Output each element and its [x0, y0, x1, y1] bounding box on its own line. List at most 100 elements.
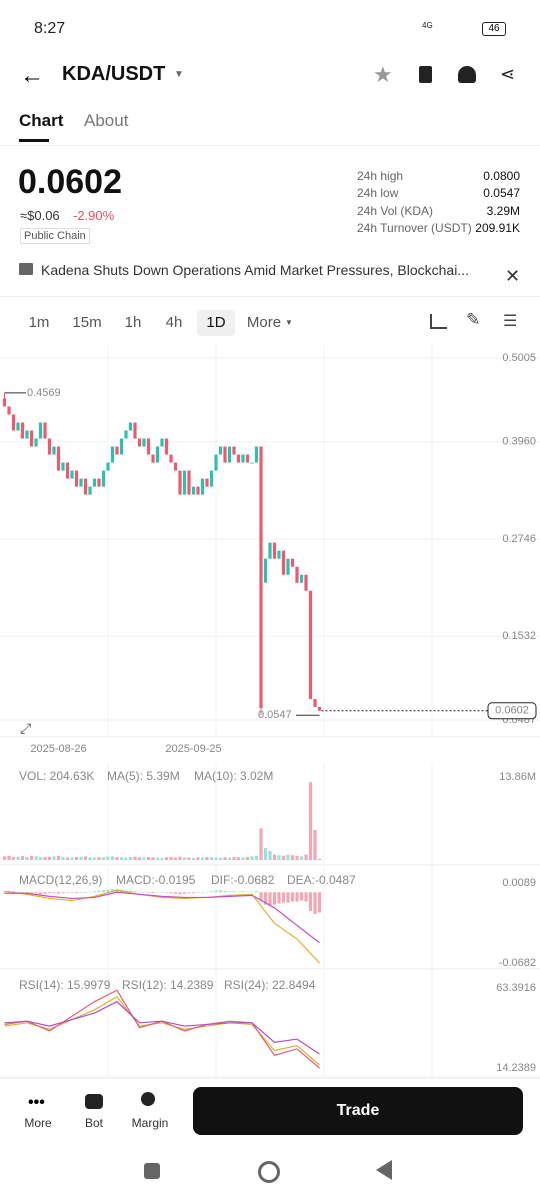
candle-body [70, 470, 74, 479]
legend-text: RSI(14): 15.9979 [19, 978, 111, 992]
stat-value: 209.91K [475, 221, 520, 235]
volume-bar [209, 857, 214, 860]
back-button[interactable]: ← [20, 62, 44, 89]
candle-body [290, 558, 295, 567]
volume-bar [227, 857, 232, 860]
macd-bar [254, 891, 259, 893]
candle-body [34, 438, 38, 447]
volume-bar [281, 855, 286, 860]
macd-bar [277, 892, 281, 904]
volume-bar [61, 857, 65, 860]
legend-text: MACD:-0.0195 [116, 873, 196, 887]
trade-button[interactable]: Trade [193, 1087, 523, 1135]
macd-bar [56, 892, 61, 894]
favorite-icon[interactable]: ★ [373, 62, 393, 87]
nav-more[interactable]: More [24, 1116, 52, 1130]
pair-title[interactable]: KDA/USDT [62, 63, 166, 85]
volume-bar [146, 857, 151, 860]
notes-icon[interactable] [419, 66, 432, 83]
macd-bar [187, 892, 191, 894]
margin-icon[interactable] [141, 1092, 155, 1106]
low-label: 0.0547 [258, 709, 292, 721]
stat-label: 24h high [357, 169, 404, 183]
macd-bar [155, 892, 160, 893]
candle-body [268, 542, 272, 559]
candle-body [286, 558, 290, 575]
divider [0, 145, 540, 146]
indicator-icon[interactable] [430, 314, 447, 329]
candle-body [263, 558, 268, 583]
macd-bar [61, 892, 65, 894]
rsi-line [4, 1000, 320, 1055]
pair-dropdown[interactable]: ▼ [174, 69, 184, 80]
rsi-line [4, 995, 320, 1066]
candle-body [223, 446, 227, 463]
candle-body [119, 438, 124, 455]
volume-bar [277, 855, 281, 860]
nav-bot[interactable]: Bot [84, 1116, 103, 1130]
macd-bar [133, 891, 137, 893]
volume-bar [317, 858, 322, 860]
candle-body [299, 574, 304, 583]
timeframe[interactable]: 1h [124, 314, 142, 331]
draw-icon[interactable]: ✎ [466, 310, 481, 329]
settings-icon[interactable]: ☰ [503, 313, 518, 330]
macd-bar [65, 892, 70, 893]
candle-body [151, 454, 155, 463]
close-news[interactable]: ✕ [505, 266, 521, 286]
macd-bar [128, 890, 133, 893]
bot-icon[interactable] [85, 1094, 103, 1109]
candle-body [97, 478, 101, 487]
alert-icon[interactable] [458, 66, 476, 83]
volume-bar [16, 856, 20, 860]
legend-text: MA(10): 3.02M [194, 769, 273, 783]
share-icon[interactable]: ⋖ [500, 64, 516, 84]
candle-body [106, 462, 110, 471]
volume-bar [290, 855, 295, 860]
macd-bar [74, 892, 79, 894]
macd-bar [227, 891, 232, 893]
macd-bar [209, 891, 214, 893]
timeframe-active[interactable]: 1D [197, 310, 235, 336]
sys-back[interactable] [376, 1160, 392, 1180]
timeframe-more[interactable]: More [246, 314, 282, 331]
volume-bar [124, 857, 128, 860]
candle-body [11, 414, 16, 431]
more-icon[interactable]: ••• [28, 1094, 45, 1111]
macd-bar [317, 892, 322, 913]
timeframe[interactable]: 15m [72, 314, 102, 331]
news-ticker[interactable]: Kadena Shuts Down Operations Amid Market… [41, 262, 469, 278]
candle-body [74, 470, 79, 487]
candle-body [47, 438, 52, 455]
volume-bar [52, 856, 56, 860]
candle-body [254, 446, 259, 463]
candle-body [20, 422, 25, 439]
stat-value: 3.29M [486, 204, 520, 218]
legend-text: VOL: 204.63K [19, 769, 94, 783]
candle-body [79, 478, 83, 487]
macd-bar [97, 890, 101, 893]
sys-home[interactable] [258, 1161, 280, 1183]
volume-bar [88, 857, 92, 860]
nav-margin[interactable]: Margin [131, 1116, 169, 1130]
volume-bar [25, 857, 29, 860]
tab-chart[interactable]: Chart [19, 111, 64, 130]
legend-text: RSI(12): 14.2389 [122, 978, 214, 992]
macd-bar [79, 892, 83, 893]
tab-about[interactable]: About [84, 111, 129, 130]
macd-bar [263, 892, 268, 905]
volume-bar [191, 857, 196, 860]
macd-bar [124, 890, 128, 893]
sys-recent[interactable] [144, 1163, 160, 1179]
candle-body [164, 438, 169, 455]
fullscreen-icon[interactable]: ⤢ [20, 720, 32, 736]
macd-bar [47, 892, 52, 894]
tag[interactable]: Public Chain [20, 228, 90, 244]
macd-bar [52, 892, 56, 894]
legend-text: MA(5): 5.39M [107, 769, 180, 783]
macd-bar [83, 892, 88, 893]
macd-bar [20, 892, 25, 893]
timeframe[interactable]: 1m [28, 314, 50, 331]
timeframe[interactable]: 4h [165, 314, 183, 331]
